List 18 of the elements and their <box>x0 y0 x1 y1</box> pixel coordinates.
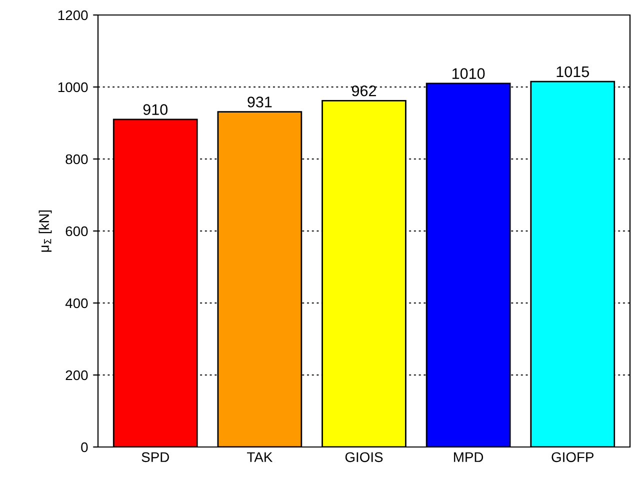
y-tick-label: 400 <box>65 298 88 308</box>
data-label: 1010 <box>452 68 485 79</box>
data-label: 1015 <box>556 66 589 78</box>
data-label: 931 <box>248 96 272 108</box>
x-tick-label: GIOIS <box>345 452 383 462</box>
y-tick-label: 0 <box>81 442 88 452</box>
data-label: 962 <box>352 85 376 96</box>
y-tick-label: 800 <box>66 154 88 164</box>
x-tick-label: SPD <box>142 452 169 462</box>
data-label: 910 <box>143 104 168 115</box>
x-tick-label: GIOFP <box>552 452 594 462</box>
x-tick-label: TAK <box>247 452 273 462</box>
y-tick-label: 600 <box>66 226 88 236</box>
y-tick-label: 1000 <box>58 82 88 92</box>
y-tick-label: 200 <box>66 370 88 380</box>
y-axis-title: μ$_{Σ}$ [kN] <box>38 210 52 252</box>
x-tick-label: MPD <box>454 452 484 462</box>
y-tick-label: 1200 <box>58 10 88 20</box>
